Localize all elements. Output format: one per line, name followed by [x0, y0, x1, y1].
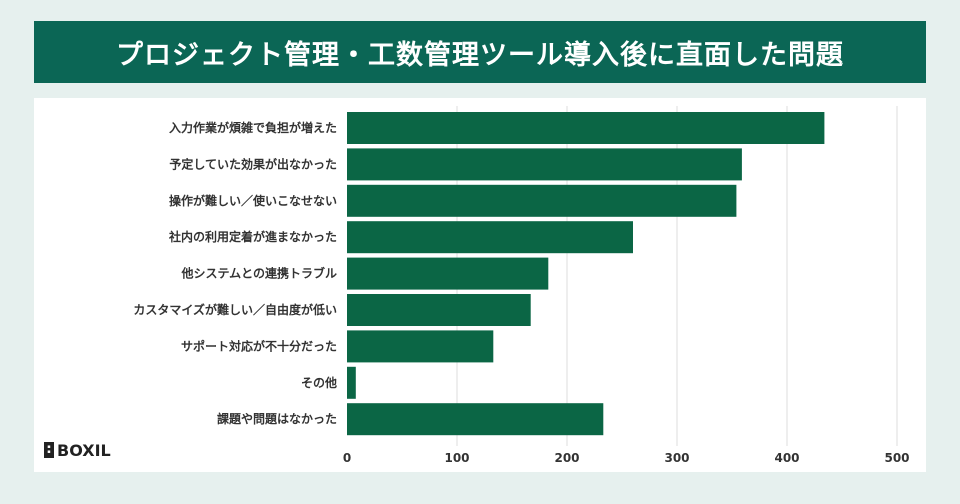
boxil-logo: ▪ ▪ BOXIL — [44, 440, 111, 460]
category-label-7: その他 — [301, 375, 337, 390]
x-tick-label-3: 300 — [664, 451, 689, 465]
bar-7 — [347, 366, 356, 399]
bar-1 — [347, 148, 742, 181]
category-label-3: 社内の利用定着が進まなかった — [168, 229, 337, 244]
title-banner: プロジェクト管理・工数管理ツール導入後に直面した問題 — [34, 21, 926, 83]
bar-chart: 入力作業が煩雑で負担が増えた予定していた効果が出なかった操作が難しい／使いこなせ… — [133, 106, 910, 465]
x-tick-label-1: 100 — [444, 451, 469, 465]
x-tick-label-2: 200 — [554, 451, 579, 465]
category-label-2: 操作が難しい／使いこなせない — [169, 193, 337, 208]
x-tick-label-5: 500 — [884, 451, 909, 465]
bar-3 — [347, 221, 633, 254]
bar-4 — [347, 257, 549, 290]
category-label-8: 課題や問題はなかった — [217, 411, 337, 426]
x-tick-label-0: 0 — [343, 451, 351, 465]
bar-2 — [347, 184, 737, 217]
logo-text: BOXIL — [57, 440, 111, 460]
chart-title: プロジェクト管理・工数管理ツール導入後に直面した問題 — [116, 39, 844, 71]
bar-8 — [347, 403, 604, 436]
x-tick-label-4: 400 — [774, 451, 799, 465]
boxil-saas-mark-icon: ▪ ▪ — [44, 442, 54, 458]
bar-0 — [347, 112, 825, 144]
bar-5 — [347, 294, 531, 326]
category-label-4: 他システムとの連携トラブル — [180, 266, 337, 281]
category-label-1: 予定していた効果が出なかった — [169, 156, 337, 171]
category-label-0: 入力作業が煩雑で負担が増えた — [169, 120, 337, 135]
category-label-6: サポート対応が不十分だった — [181, 338, 337, 353]
category-label-5: カスタマイズが難しい／自由度が低い — [133, 302, 337, 317]
chart-panel: 入力作業が煩雑で負担が増えた 予定していた効果が出なかった 操作が難しい／使いこなせ… — [34, 98, 926, 472]
bar-6 — [347, 330, 494, 363]
